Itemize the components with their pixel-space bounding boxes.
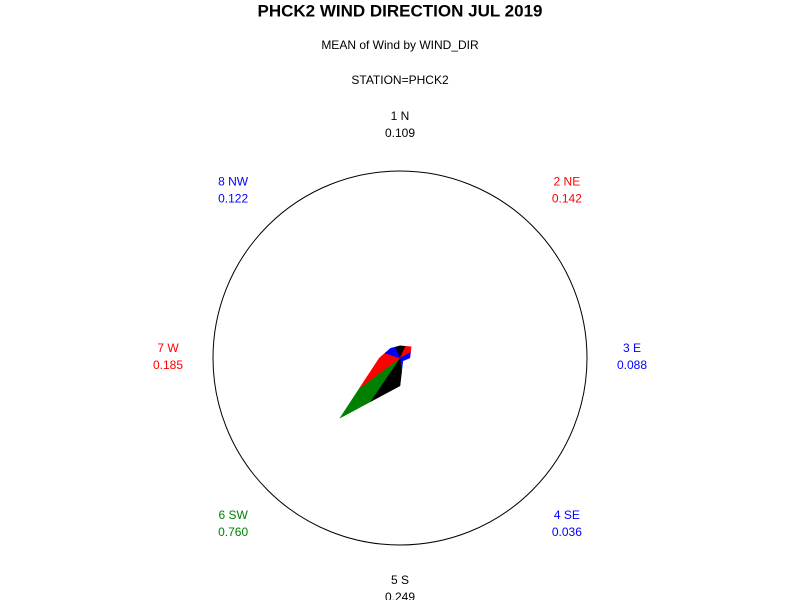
value-label: 0.142 (552, 191, 582, 205)
category-label: 7 W (157, 341, 179, 355)
category-label: 5 S (391, 573, 409, 587)
value-label: 0.088 (617, 358, 647, 372)
chart-subtitle: MEAN of Wind by WIND_DIR (321, 38, 479, 52)
value-label: 0.185 (153, 358, 183, 372)
category-label: 2 NE (554, 174, 581, 188)
star-slice (384, 346, 401, 359)
annotation: STATION=PHCK2 (351, 73, 449, 87)
category-label: 3 E (623, 341, 641, 355)
value-label: 0.036 (552, 525, 582, 539)
value-label: 0.249 (385, 590, 415, 600)
value-label: 0.109 (385, 126, 415, 140)
outer-circle (212, 170, 588, 546)
value-label: 0.760 (218, 525, 248, 539)
category-label: 1 N (391, 109, 410, 123)
chart-title: PHCK2 WIND DIRECTION JUL 2019 (258, 1, 543, 20)
category-label: 8 NW (218, 174, 249, 188)
category-label: 4 SE (554, 508, 580, 522)
value-label: 0.122 (218, 191, 248, 205)
category-label: 6 SW (218, 508, 248, 522)
